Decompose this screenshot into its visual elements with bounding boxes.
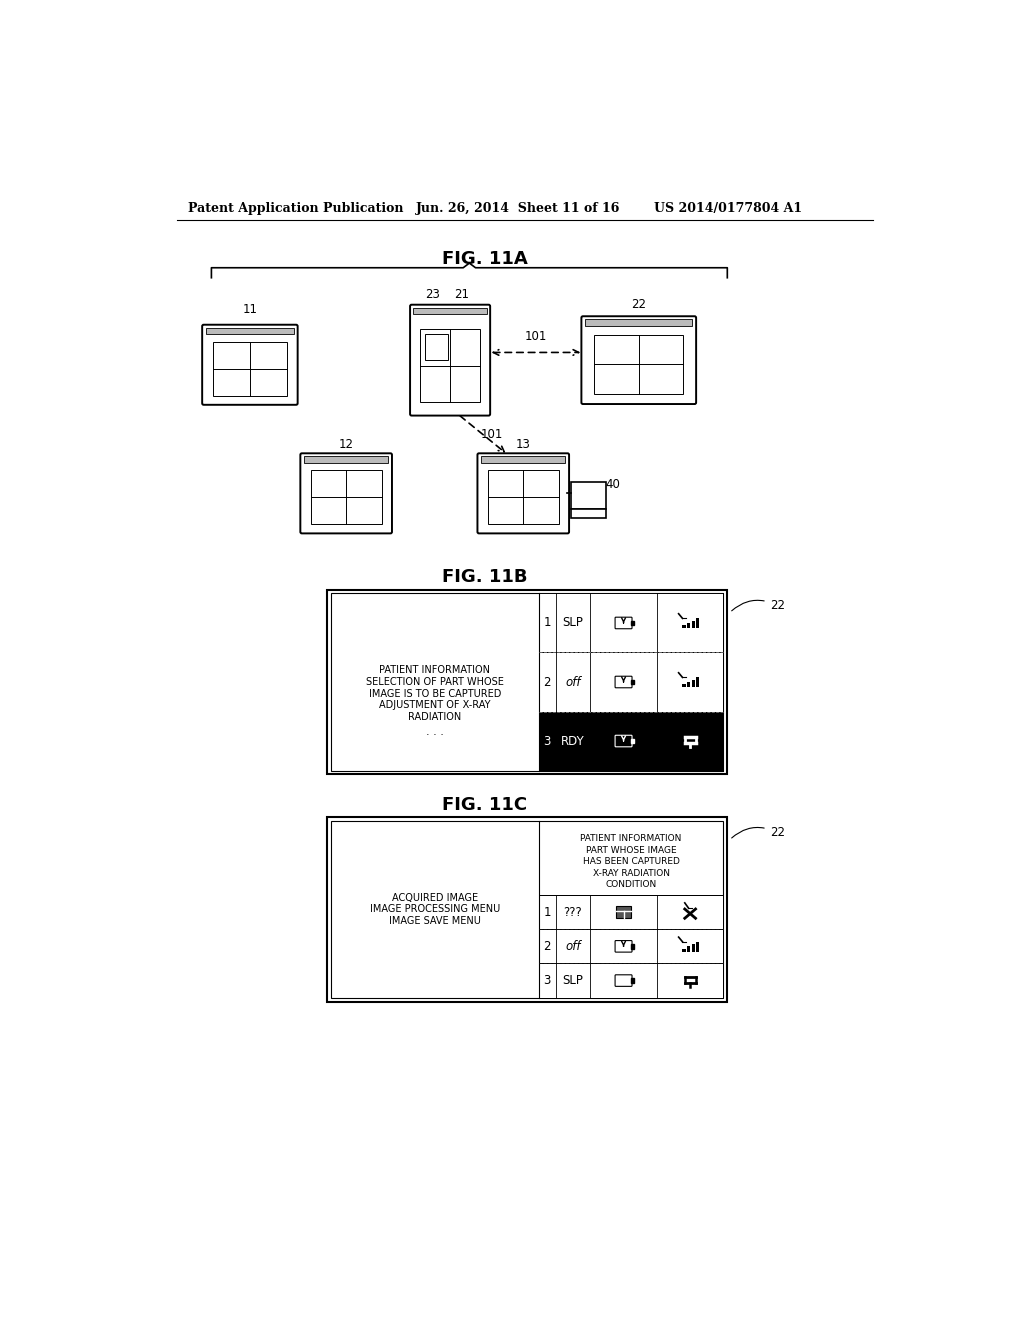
Bar bbox=[539, 964, 724, 998]
Bar bbox=[687, 623, 690, 628]
Text: 21: 21 bbox=[454, 288, 469, 301]
FancyBboxPatch shape bbox=[615, 618, 632, 628]
Bar bbox=[631, 620, 634, 626]
Bar bbox=[696, 941, 699, 952]
Text: off: off bbox=[565, 940, 581, 953]
Text: 2: 2 bbox=[544, 676, 551, 689]
Text: 101: 101 bbox=[524, 330, 547, 343]
Bar bbox=[696, 677, 699, 688]
Bar bbox=[539, 895, 724, 998]
Text: 1: 1 bbox=[544, 906, 551, 919]
Text: Patent Application Publication: Patent Application Publication bbox=[188, 202, 403, 215]
Bar bbox=[586, 319, 692, 326]
Text: RDY: RDY bbox=[561, 734, 585, 747]
Bar bbox=[682, 626, 685, 628]
Bar bbox=[310, 470, 382, 524]
Text: 22: 22 bbox=[631, 298, 646, 312]
Text: SLP: SLP bbox=[562, 616, 584, 630]
Bar bbox=[631, 680, 634, 684]
Bar bbox=[327, 817, 727, 1002]
Bar bbox=[691, 944, 694, 952]
Bar bbox=[539, 929, 724, 964]
Bar bbox=[615, 906, 631, 919]
Bar bbox=[539, 711, 724, 771]
Text: 22: 22 bbox=[732, 826, 784, 840]
Text: 11: 11 bbox=[243, 304, 257, 317]
Bar bbox=[594, 335, 683, 395]
Bar bbox=[331, 594, 724, 771]
Bar bbox=[304, 457, 388, 462]
Bar bbox=[631, 944, 634, 949]
Text: 40: 40 bbox=[605, 478, 621, 491]
FancyBboxPatch shape bbox=[477, 453, 569, 533]
Bar bbox=[481, 457, 565, 462]
Text: FIG. 11B: FIG. 11B bbox=[442, 568, 527, 586]
Bar bbox=[487, 470, 559, 524]
FancyBboxPatch shape bbox=[615, 974, 632, 986]
Text: 23: 23 bbox=[425, 288, 440, 301]
Text: FIG. 11C: FIG. 11C bbox=[442, 796, 527, 814]
Bar bbox=[571, 508, 605, 517]
Bar bbox=[425, 334, 447, 359]
Bar bbox=[681, 734, 699, 748]
Text: IMAGE IS TO BE CAPTURED: IMAGE IS TO BE CAPTURED bbox=[369, 689, 501, 698]
Text: CONDITION: CONDITION bbox=[605, 880, 656, 890]
Bar bbox=[420, 329, 480, 403]
FancyBboxPatch shape bbox=[615, 676, 632, 688]
Text: X-RAY RADIATION: X-RAY RADIATION bbox=[593, 869, 670, 878]
Bar bbox=[539, 594, 724, 652]
Bar bbox=[631, 739, 634, 743]
FancyBboxPatch shape bbox=[582, 317, 696, 404]
FancyBboxPatch shape bbox=[410, 305, 490, 416]
Text: ADJUSTMENT OF X-RAY: ADJUSTMENT OF X-RAY bbox=[379, 700, 490, 710]
Text: ACQUIRED IMAGE: ACQUIRED IMAGE bbox=[391, 892, 478, 903]
Bar bbox=[687, 682, 690, 688]
Text: off: off bbox=[565, 676, 581, 689]
Text: RADIATION: RADIATION bbox=[409, 711, 462, 722]
Text: IMAGE PROCESSING MENU: IMAGE PROCESSING MENU bbox=[370, 904, 500, 915]
Text: US 2014/0177804 A1: US 2014/0177804 A1 bbox=[654, 202, 802, 215]
Bar bbox=[213, 342, 287, 396]
Text: 2: 2 bbox=[544, 940, 551, 953]
Bar bbox=[631, 978, 634, 983]
Text: ???: ??? bbox=[563, 906, 583, 919]
Bar bbox=[682, 949, 685, 952]
Bar bbox=[539, 895, 724, 929]
Text: SLP: SLP bbox=[562, 974, 584, 987]
Text: 1: 1 bbox=[544, 616, 551, 630]
Text: IMAGE SAVE MENU: IMAGE SAVE MENU bbox=[389, 916, 480, 925]
FancyBboxPatch shape bbox=[202, 325, 298, 405]
Bar bbox=[571, 482, 605, 508]
Text: PART WHOSE IMAGE: PART WHOSE IMAGE bbox=[586, 846, 677, 854]
Text: 3: 3 bbox=[544, 974, 551, 987]
Text: 101: 101 bbox=[481, 428, 503, 441]
Text: 3: 3 bbox=[544, 734, 551, 747]
Text: Jun. 26, 2014  Sheet 11 of 16: Jun. 26, 2014 Sheet 11 of 16 bbox=[416, 202, 620, 215]
Bar bbox=[413, 308, 487, 314]
Text: 12: 12 bbox=[339, 438, 353, 451]
Text: . . .: . . . bbox=[426, 727, 443, 737]
Bar bbox=[691, 680, 694, 688]
Bar bbox=[539, 652, 724, 711]
FancyBboxPatch shape bbox=[615, 735, 632, 747]
Text: SELECTION OF PART WHOSE: SELECTION OF PART WHOSE bbox=[366, 677, 504, 686]
FancyBboxPatch shape bbox=[615, 941, 632, 952]
Text: FIG. 11A: FIG. 11A bbox=[442, 249, 527, 268]
Bar bbox=[691, 620, 694, 628]
Text: 22: 22 bbox=[732, 599, 784, 612]
Text: PATIENT INFORMATION: PATIENT INFORMATION bbox=[581, 834, 682, 843]
Bar bbox=[331, 821, 724, 998]
Bar bbox=[327, 590, 727, 775]
Bar bbox=[682, 684, 685, 688]
FancyBboxPatch shape bbox=[300, 453, 392, 533]
Text: HAS BEEN CAPTURED: HAS BEEN CAPTURED bbox=[583, 857, 680, 866]
Text: PATIENT INFORMATION: PATIENT INFORMATION bbox=[379, 665, 490, 676]
Bar bbox=[539, 594, 724, 771]
Bar bbox=[687, 946, 690, 952]
Bar bbox=[696, 618, 699, 628]
Text: 13: 13 bbox=[516, 438, 530, 451]
Bar bbox=[206, 327, 294, 334]
